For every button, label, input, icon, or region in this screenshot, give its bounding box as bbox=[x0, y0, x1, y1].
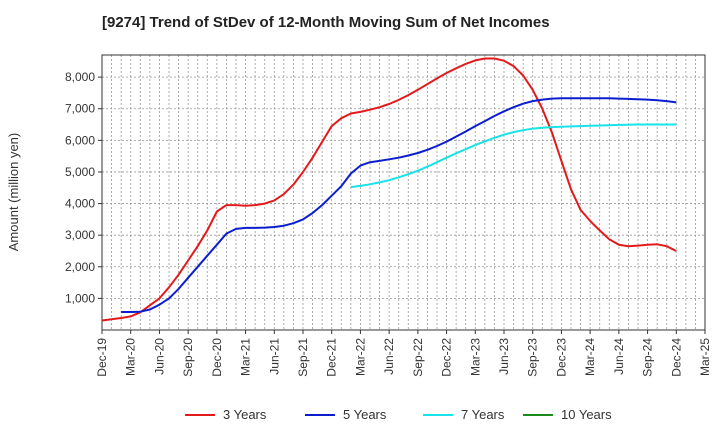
y-axis-ticks: 1,000 2,000 3,000 4,000 5,000 6,000 7,000 8,000 bbox=[65, 70, 102, 305]
x-tick-label: Jun-24 bbox=[612, 338, 626, 375]
y-tick-label: 8,000 bbox=[65, 70, 95, 84]
x-tick-label: Mar-25 bbox=[698, 338, 712, 376]
legend-label: 7 Years bbox=[461, 407, 505, 422]
chart-title: [9274] Trend of StDev of 12-Month Moving… bbox=[102, 14, 550, 31]
series-lines bbox=[101, 57, 677, 322]
y-axis-label: Amount (million yen) bbox=[6, 133, 21, 252]
x-tick-label: Dec-19 bbox=[95, 338, 109, 377]
x-tick-label: Sep-21 bbox=[296, 338, 310, 377]
series-line-3 bbox=[350, 123, 677, 189]
x-tick-label: Jun-21 bbox=[267, 338, 281, 375]
y-tick-label: 2,000 bbox=[65, 260, 95, 274]
x-tick-label: Sep-24 bbox=[641, 338, 655, 377]
x-tick-label: Dec-21 bbox=[325, 338, 339, 377]
y-tick-label: 4,000 bbox=[65, 197, 95, 211]
x-tick-label: Mar-21 bbox=[239, 338, 253, 376]
x-tick-label: Jun-20 bbox=[152, 338, 166, 375]
legend: 3 Years 5 Years 7 Years 10 Years bbox=[185, 407, 612, 422]
x-tick-label: Dec-23 bbox=[554, 338, 568, 377]
legend-label: 5 Years bbox=[343, 407, 387, 422]
y-tick-label: 3,000 bbox=[65, 228, 95, 242]
series-line-1 bbox=[101, 57, 677, 322]
grid-lines bbox=[102, 55, 705, 330]
x-tick-label: Jun-23 bbox=[497, 338, 511, 375]
y-tick-label: 1,000 bbox=[65, 291, 95, 305]
x-axis-ticks: Dec-19 Mar-20 Jun-20 Sep-20 Dec-20 Mar-21 Jun-… bbox=[95, 330, 712, 377]
x-tick-label: Dec-24 bbox=[669, 338, 683, 377]
x-tick-label: Mar-20 bbox=[124, 338, 138, 376]
x-tick-label: Sep-23 bbox=[526, 338, 540, 377]
x-tick-label: Jun-22 bbox=[382, 338, 396, 375]
y-tick-label: 5,000 bbox=[65, 165, 95, 179]
x-tick-label: Dec-22 bbox=[440, 338, 454, 377]
y-tick-label: 7,000 bbox=[65, 102, 95, 116]
x-tick-label: Mar-24 bbox=[583, 338, 597, 376]
series-line-2 bbox=[121, 97, 677, 313]
legend-label: 3 Years bbox=[223, 407, 267, 422]
x-tick-label: Dec-20 bbox=[210, 338, 224, 377]
x-tick-label: Mar-22 bbox=[353, 338, 367, 376]
legend-label: 10 Years bbox=[561, 407, 612, 422]
plot-area bbox=[101, 54, 706, 331]
y-tick-label: 6,000 bbox=[65, 133, 95, 147]
x-tick-label: Mar-23 bbox=[468, 338, 482, 376]
x-tick-label: Sep-20 bbox=[181, 338, 195, 377]
x-tick-label: Sep-22 bbox=[411, 338, 425, 377]
